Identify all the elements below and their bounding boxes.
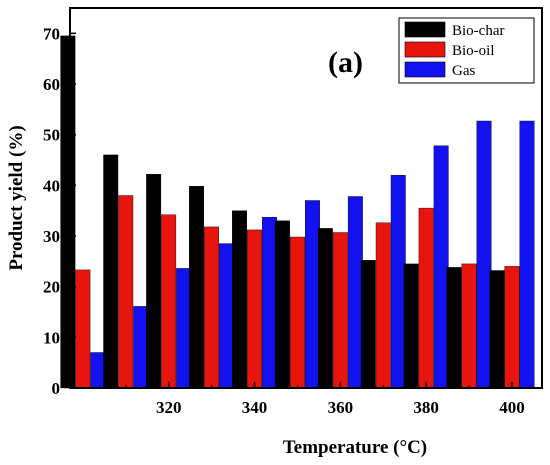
legend-label-gas: Gas (452, 63, 475, 79)
legend: Bio-char Bio-oil Gas (398, 17, 535, 84)
bar-bio-char-350 (275, 220, 290, 389)
x-tick-label-380: 380 (413, 398, 439, 417)
bar-gas-370 (390, 174, 406, 389)
y-ticks-group: 0 10 20 30 40 50 60 70 (43, 24, 76, 398)
legend-swatch-bio-char (404, 21, 446, 38)
bar-gas-360 (347, 196, 363, 389)
legend-label-bio-char: Bio-char (452, 23, 504, 39)
bar-gas-340 (262, 217, 277, 389)
bar-bio-char-330 (189, 186, 205, 389)
legend-swatch-gas (404, 61, 446, 78)
x-tick-label-400: 400 (499, 398, 525, 417)
y-tick-label-60: 60 (43, 75, 60, 94)
y-tick-label-40: 40 (43, 176, 60, 195)
bar-gas-390 (476, 120, 492, 389)
bar-bio-char-340 (232, 210, 248, 389)
bar-bio-char-310 (103, 154, 119, 389)
bar-bio-oil-310 (118, 195, 134, 389)
bar-bio-char-360 (317, 228, 333, 389)
bar-bio-oil-350 (290, 236, 305, 389)
y-tick-label-70: 70 (43, 24, 60, 43)
bar-gas-300 (90, 352, 106, 389)
y-tick-label-50: 50 (43, 126, 60, 145)
y-tick-label-30: 30 (43, 227, 60, 246)
bars-group (60, 35, 535, 389)
bar-gas-380 (433, 145, 449, 389)
bar-bio-char-370 (360, 260, 376, 389)
bar-bio-char-380 (403, 263, 419, 389)
bar-gas-400 (519, 120, 535, 389)
legend-swatch-bio-oil (404, 41, 446, 58)
x-tick-label-340: 340 (242, 398, 268, 417)
bar-bio-oil-320 (161, 214, 177, 389)
bar-bio-char-300 (60, 35, 76, 389)
bar-gas-330 (219, 243, 235, 389)
bar-bio-oil-300 (75, 269, 91, 389)
bar-bio-oil-330 (204, 226, 220, 389)
bar-gas-320 (176, 268, 192, 389)
bar-bio-char-390 (446, 267, 462, 389)
y-tick-label-20: 20 (43, 278, 60, 297)
bar-bio-char-320 (146, 173, 162, 389)
x-axis-title: Temperature (°C) (283, 437, 427, 458)
plot-frame (69, 7, 543, 389)
legend-label-bio-oil: Bio-oil (452, 43, 495, 59)
x-tick-label-360: 360 (328, 398, 354, 417)
bar-gas-310 (133, 306, 149, 389)
y-tick-label-10: 10 (43, 328, 60, 347)
bar-bio-oil-390 (461, 263, 477, 389)
bar-bio-oil-400 (504, 266, 520, 389)
bar-bio-oil-340 (247, 229, 263, 389)
legend-items: Bio-char Bio-oil Gas (404, 21, 504, 79)
bar-bio-oil-380 (418, 207, 434, 389)
x-tick-label-320: 320 (156, 398, 182, 417)
bar-bio-char-400 (489, 270, 505, 389)
y-axis-title: Product yield (%) (6, 125, 27, 270)
bar-gas-350 (305, 200, 320, 389)
panel-label: (a) (328, 46, 363, 79)
bar-bio-oil-360 (332, 232, 348, 389)
y-tick-label-0: 0 (52, 379, 61, 398)
bar-bio-oil-370 (375, 222, 391, 389)
